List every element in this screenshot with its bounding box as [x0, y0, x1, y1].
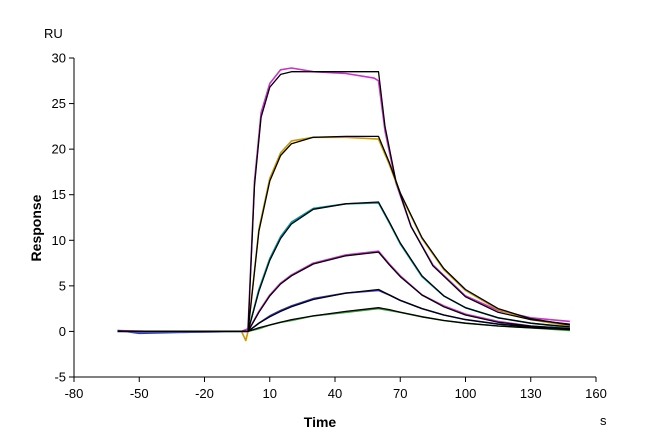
- x-tick-label: -80: [65, 386, 84, 401]
- y-tick-label: 30: [52, 51, 66, 66]
- series-layer: [117, 67, 571, 342]
- x-tick-label: -20: [195, 386, 214, 401]
- y-tick-label: -5: [54, 370, 66, 385]
- x-tick-label: 40: [328, 386, 342, 401]
- y-tick-label: 20: [52, 142, 66, 157]
- y-tick-label: 15: [52, 187, 66, 202]
- y-axis-title: Response: [28, 194, 44, 261]
- series-line-6: [117, 251, 570, 333]
- series-line-8: [117, 288, 570, 333]
- x-tick-label: 70: [393, 386, 407, 401]
- x-tick-label: 100: [455, 386, 477, 401]
- y-unit-label: RU: [44, 26, 63, 41]
- series-line-7: [117, 250, 570, 333]
- x-tick-label: -50: [130, 386, 149, 401]
- y-tick-label: 0: [59, 324, 66, 339]
- x-tick-label: 10: [263, 386, 277, 401]
- series-line-0: [117, 71, 570, 333]
- x-tick-label: 160: [585, 386, 607, 401]
- x-axis-title: Time: [304, 414, 337, 430]
- labels: RU Response Time s: [28, 26, 607, 430]
- y-tick-label: 25: [52, 96, 66, 111]
- x-tick-label: 130: [520, 386, 542, 401]
- series-line-10: [117, 307, 570, 333]
- series-line-1: [117, 67, 570, 334]
- y-tick-label: 5: [59, 278, 66, 293]
- x-unit-label: s: [600, 413, 607, 428]
- series-line-4: [117, 201, 570, 333]
- y-tick-label: 10: [52, 233, 66, 248]
- series-line-2: [117, 135, 571, 333]
